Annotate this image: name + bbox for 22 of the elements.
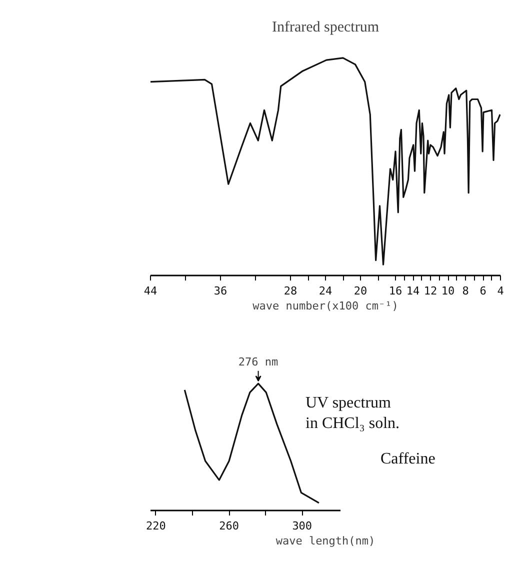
x-axis-title: wave number(x100 cm⁻¹) (252, 300, 398, 312)
x-axis-title: wave length(nm) (276, 534, 376, 548)
text: in CHCl₃ soln. (306, 414, 400, 432)
x-tick-label: 12 (424, 284, 438, 298)
x-tick-label: 28 (284, 284, 298, 298)
x-tick-label: 10 (441, 284, 455, 298)
x-tick-label: 16 (388, 284, 402, 298)
x-tick-label: 14 (406, 284, 420, 298)
chart-title: Infrared spectrum (272, 20, 380, 36)
text: Caffeine (380, 450, 436, 468)
x-tick-label: 20 (354, 284, 368, 298)
annotation: 276 nm (238, 355, 279, 368)
text: UV spectrum (306, 394, 392, 412)
x-tick-label: 4 (497, 284, 504, 298)
x-tick-label: 24 (318, 284, 332, 298)
x-tick-label: 44 (144, 284, 158, 298)
x-tick-label: 260 (219, 520, 239, 532)
x-tick-label: 300 (292, 520, 312, 532)
x-tick-label: 8 (462, 284, 469, 298)
x-tick-label: 6 (480, 284, 486, 298)
x-tick-label: 220 (146, 520, 166, 532)
x-tick-label: 36 (214, 284, 228, 298)
